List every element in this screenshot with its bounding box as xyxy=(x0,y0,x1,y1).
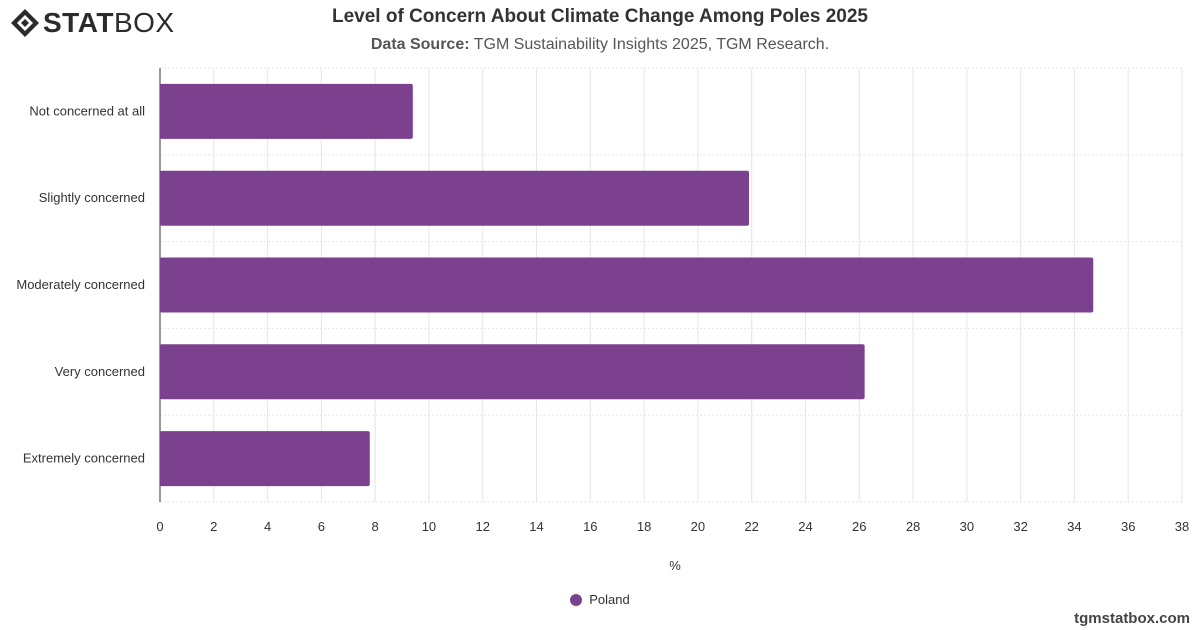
legend-swatch-poland[interactable] xyxy=(570,593,583,606)
x-tick-label: 38 xyxy=(1175,519,1189,534)
x-tick-label: 14 xyxy=(529,519,543,534)
x-tick-label: 16 xyxy=(583,519,597,534)
bar[interactable] xyxy=(160,344,865,400)
x-tick-label: 28 xyxy=(906,519,920,534)
legend-label-poland[interactable]: Poland xyxy=(589,592,630,607)
chart-title: Level of Concern About Climate Change Am… xyxy=(332,6,868,27)
y-tick-label: Not concerned at all xyxy=(29,103,145,118)
x-tick-label: 30 xyxy=(960,519,974,534)
source-label: Data Source: xyxy=(370,36,470,53)
legend: Poland xyxy=(0,592,1200,607)
bar[interactable] xyxy=(160,257,1094,313)
bar[interactable] xyxy=(160,170,749,226)
x-tick-label: 12 xyxy=(476,519,490,534)
x-tick-label: 20 xyxy=(691,519,705,534)
y-tick-label: Very concerned xyxy=(55,364,145,379)
x-tick-label: 8 xyxy=(372,519,379,534)
x-tick-label: 2 xyxy=(210,519,217,534)
y-tick-label: Extremely concerned xyxy=(23,451,145,466)
footer-url: tgmstatbox.com xyxy=(1074,610,1190,627)
statbox-logo: STATBOX xyxy=(10,6,175,40)
bar[interactable] xyxy=(160,431,370,487)
source-text: TGM Sustainability Insights 2025, TGM Re… xyxy=(473,36,830,53)
x-tick-label: 18 xyxy=(637,519,651,534)
x-tick-label: 4 xyxy=(264,519,271,534)
x-axis-label: % xyxy=(669,558,681,573)
chart-subtitle: Data Source: TGM Sustainability Insights… xyxy=(0,36,1200,54)
x-tick-label: 26 xyxy=(852,519,866,534)
x-tick-label: 0 xyxy=(156,519,163,534)
bar[interactable] xyxy=(160,83,413,139)
x-tick-label: 10 xyxy=(422,519,436,534)
logo-text-strong: STAT xyxy=(43,7,114,38)
x-tick-label: 22 xyxy=(744,519,758,534)
x-tick-label: 34 xyxy=(1067,519,1081,534)
y-tick-label: Moderately concerned xyxy=(16,277,145,292)
y-tick-label: Slightly concerned xyxy=(39,190,145,205)
x-tick-label: 24 xyxy=(798,519,812,534)
x-tick-label: 32 xyxy=(1013,519,1027,534)
logo-text-light: BOX xyxy=(113,7,175,38)
statbox-logo-icon xyxy=(11,9,39,37)
x-tick-label: 6 xyxy=(318,519,325,534)
x-tick-label: 36 xyxy=(1121,519,1135,534)
logo-wordmark: STATBOX xyxy=(43,8,175,38)
